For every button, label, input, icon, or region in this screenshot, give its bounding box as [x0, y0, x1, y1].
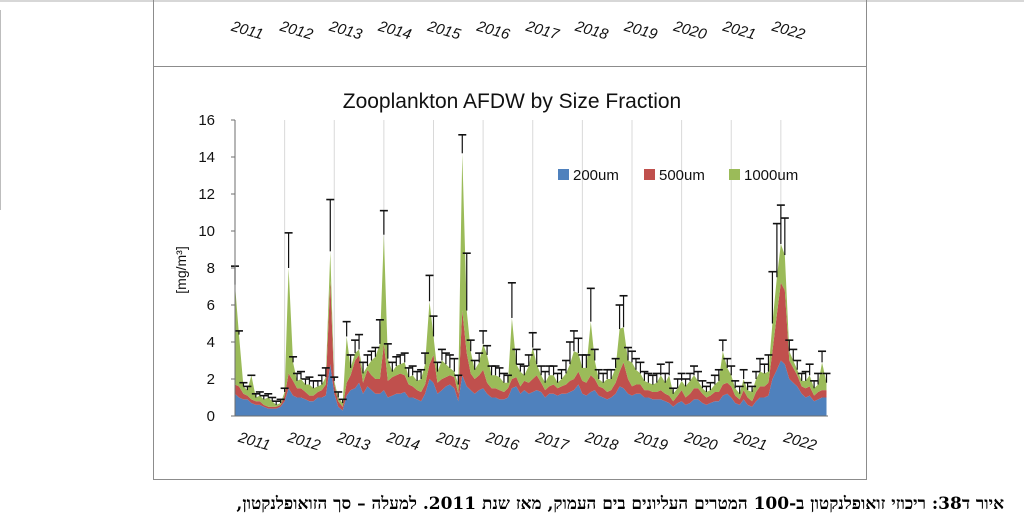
y-tick-label: 16	[198, 112, 215, 129]
upper-year-label: 2016	[474, 18, 512, 44]
chart-frame	[153, 0, 867, 480]
y-tick-labels: 0 2 4 6 8 10 12 14 16	[198, 112, 215, 425]
upper-year-label: 2012	[277, 18, 315, 44]
y-axis-label: [mg/m³]	[173, 246, 189, 293]
y-tick-label: 2	[207, 371, 215, 388]
y-tick-label: 12	[198, 186, 215, 203]
area-1000um	[235, 153, 827, 407]
x-year-label: 2011	[235, 429, 272, 455]
upper-year-label: 2015	[425, 18, 463, 44]
x-year-label: 2016	[483, 429, 521, 455]
x-year-label: 2013	[334, 429, 372, 455]
left-margin-rule	[0, 10, 1, 210]
x-year-label: 2020	[682, 429, 720, 455]
legend: 200um 500um 1000um	[558, 167, 798, 184]
upper-year-label: 2022	[769, 18, 807, 44]
error-bars	[231, 134, 831, 405]
upper-year-label: 2019	[621, 18, 659, 44]
upper-year-label: 2017	[523, 18, 561, 44]
legend-swatch-200um	[558, 169, 569, 180]
figure-caption: איור ד38: ריכוזי זואופלנקטון ב-100 המטרי…	[236, 494, 1004, 514]
panel-divider	[153, 66, 867, 67]
x-year-label: 2018	[582, 429, 620, 455]
upper-year-label: 2011	[228, 18, 265, 44]
y-tick-label: 10	[198, 223, 215, 240]
zooplankton-chart: 2011 2012 2013 2014 2015 2016 2017 2018 2019 2020…	[173, 18, 831, 455]
x-year-label: 2012	[285, 429, 323, 455]
header-rule	[0, 0, 1024, 2]
x-year-label: 2015	[433, 429, 471, 455]
y-tick-label: 0	[207, 408, 215, 425]
x-year-label: 2014	[384, 429, 422, 455]
chart-title: Zooplankton AFDW by Size Fraction	[343, 90, 681, 113]
legend-swatch-500um	[644, 169, 655, 180]
x-year-label: 2019	[632, 429, 670, 455]
area-500um	[235, 280, 827, 411]
x-year-labels: 2011 2012 2013 2014 2015 2016 2017 2018 2019 2020…	[235, 429, 819, 455]
legend-label-500um: 500um	[659, 167, 705, 184]
upper-year-label: 2013	[326, 18, 364, 44]
legend-label-200um: 200um	[573, 167, 619, 184]
y-tick-label: 6	[207, 297, 215, 314]
x-year-label: 2021	[731, 429, 769, 455]
stacked-areas	[235, 153, 827, 416]
y-tick-label: 8	[207, 260, 215, 277]
upper-year-label: 2018	[572, 18, 610, 44]
upper-year-label: 2014	[375, 18, 413, 44]
upper-year-label: 2021	[720, 18, 758, 44]
x-year-label: 2022	[781, 429, 819, 455]
area-200um	[235, 360, 827, 416]
y-tick-label: 4	[207, 334, 215, 351]
upper-panel-year-labels: 2011 2012 2013 2014 2015 2016 2017 2018 2019 2020…	[228, 18, 807, 44]
y-tick-label: 14	[198, 149, 215, 166]
upper-year-label: 2020	[671, 18, 709, 44]
x-year-label: 2017	[533, 429, 571, 455]
legend-label-1000um: 1000um	[744, 167, 798, 184]
axes	[231, 119, 828, 417]
legend-swatch-1000um	[729, 169, 740, 180]
